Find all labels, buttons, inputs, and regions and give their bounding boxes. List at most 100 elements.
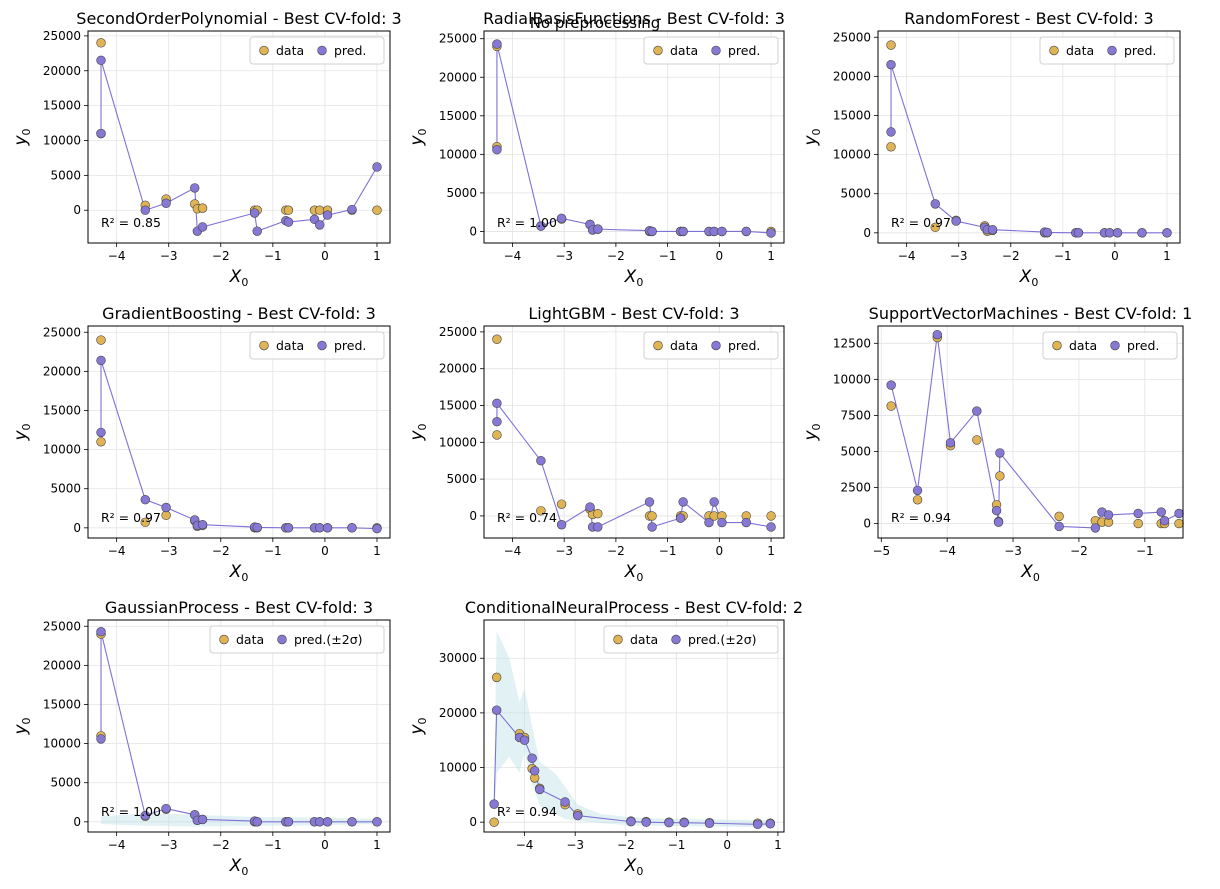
legend-pred-label: pred. (334, 43, 366, 58)
x-axis-label-subscript: 0 (636, 865, 643, 878)
x-tick-label: 0 (723, 838, 731, 852)
legend-data-marker (259, 340, 269, 351)
x-tick-label: −4 (504, 249, 522, 263)
prediction-point (96, 55, 106, 65)
x-tick-label: −5 (872, 544, 890, 558)
legend: data pred.(±2σ) (603, 625, 779, 654)
legend-pred-label: pred. (334, 338, 366, 353)
x-tick-label: 1 (767, 544, 775, 558)
x-tick-label: −1 (659, 544, 677, 558)
legend: data pred. (1042, 331, 1178, 360)
y-tick-label: 0 (469, 509, 477, 523)
prediction-point (322, 817, 333, 827)
data-point (315, 205, 325, 215)
legend-pred-marker (711, 45, 721, 56)
prediction-point (315, 220, 325, 230)
r2-annotation: R² = 0.97 (101, 510, 161, 525)
y-tick-label: 15000 (43, 403, 81, 417)
prediction-point (161, 803, 171, 814)
axes-frame (483, 325, 785, 539)
legend-pred-marker (1110, 340, 1120, 351)
legend-data-marker (613, 634, 623, 645)
r2-annotation: R² = 1.00 (497, 215, 557, 230)
legend-pred-label: pred. (1124, 43, 1156, 58)
legend-box (249, 331, 385, 360)
y-tick-label: 25000 (43, 325, 81, 339)
x-tick-label: −2 (607, 249, 625, 263)
y-tick-label: 10000 (833, 148, 871, 162)
y-tick-label: 25000 (833, 30, 871, 44)
data-point (886, 401, 896, 411)
r2-annotation: R² = 0.94 (891, 510, 951, 525)
data-point (372, 205, 382, 215)
r2-annotation: R² = 0.85 (101, 215, 161, 230)
data-point (1133, 518, 1143, 529)
prediction-point (96, 128, 106, 139)
x-tick-label: −2 (1002, 249, 1020, 263)
panel-title: RandomForest - Best CV-fold: 3 (904, 9, 1153, 28)
prediction-point (930, 199, 940, 209)
prediction-point (675, 513, 686, 523)
prediction-point (752, 819, 763, 830)
legend-box (249, 36, 385, 65)
x-tick-label: −4 (898, 249, 916, 263)
axes-frame (87, 30, 391, 244)
data-point (1054, 511, 1064, 522)
y-tick-label: 20000 (43, 364, 81, 378)
prediction-point (704, 517, 714, 528)
prediction-point (322, 210, 333, 220)
y-axis-label-subscript: 0 (20, 423, 33, 430)
prediction-point (704, 818, 715, 828)
prediction-point (886, 59, 896, 70)
r2-annotation: R² = 1.00 (101, 804, 161, 819)
prediction-point (190, 183, 200, 193)
legend-box (603, 625, 779, 654)
x-tick-label: −4 (504, 544, 522, 558)
y-tick-label: 20000 (43, 64, 81, 78)
x-axis-label-subscript: 0 (636, 276, 643, 289)
x-tick-label: 1 (774, 838, 782, 852)
data-point (491, 672, 502, 683)
prediction-point (347, 817, 357, 827)
prediction-point (1137, 228, 1147, 238)
y-tick-label: 20000 (439, 706, 477, 720)
prediction-point (765, 819, 776, 829)
y-tick-label: 15000 (43, 99, 81, 113)
prediction-point (717, 226, 727, 237)
prediction-point (1103, 510, 1114, 520)
y-tick-label: 0 (469, 224, 477, 238)
prediction-point (315, 523, 325, 533)
prediction-point (492, 145, 502, 155)
y-tick-label: 25000 (43, 29, 81, 43)
x-tick-label: −1 (668, 838, 686, 852)
y-tick-label: 5000 (50, 776, 81, 790)
panel-4: −4 −3 −2 −1 0 1 0 5000 10000 15000 20000 25000 Gradi… (11, 304, 391, 584)
y-tick-label: 0 (863, 226, 871, 240)
y-tick-label: 25000 (43, 619, 81, 633)
x-tick-label: −1 (1054, 249, 1072, 263)
y-tick-label: 2500 (840, 481, 871, 495)
y-tick-label: 7500 (840, 408, 871, 422)
data-point (283, 205, 294, 215)
x-tick-label: 1 (373, 544, 381, 558)
prediction-point (951, 216, 961, 226)
prediction-point (535, 784, 545, 795)
y-tick-label: 0 (469, 815, 477, 829)
y-axis-label-subscript: 0 (810, 128, 823, 135)
prediction-point (932, 329, 942, 340)
data-point (1174, 518, 1184, 529)
prediction-point (96, 355, 106, 366)
y-tick-label: 20000 (833, 69, 871, 83)
prediction-point (641, 817, 651, 827)
legend-data-marker (219, 634, 229, 645)
axes-frame (87, 325, 391, 539)
y-tick-label: 15000 (439, 399, 477, 413)
x-axis-label-subscript: 0 (241, 276, 248, 289)
y-axis-label-subscript: 0 (810, 423, 823, 430)
y-tick-label: 20000 (43, 658, 81, 672)
y-tick-label: 5000 (840, 187, 871, 201)
y-tick-label: 20000 (439, 70, 477, 84)
prediction-point (492, 398, 502, 408)
prediction-point (489, 799, 499, 809)
